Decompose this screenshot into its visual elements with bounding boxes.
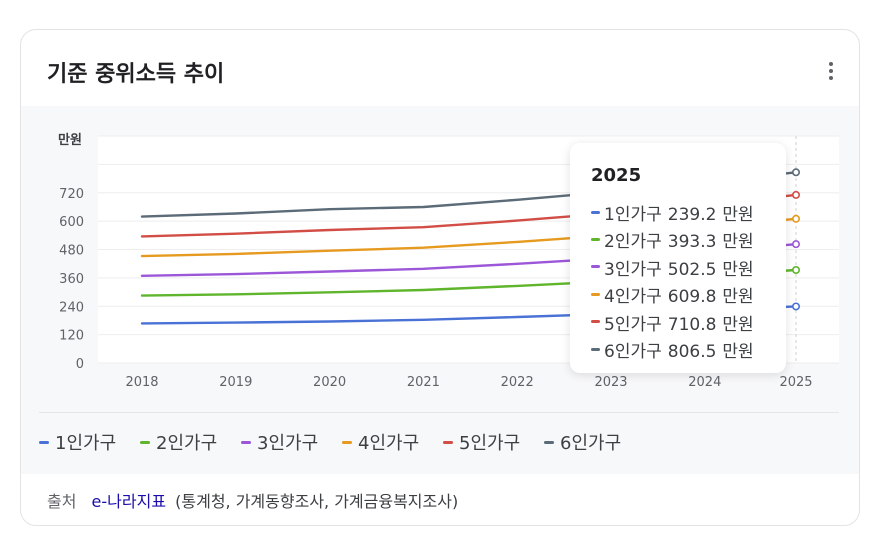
series-point-marker — [791, 168, 800, 177]
legend-swatch — [443, 440, 453, 444]
tooltip-row: 3인가구 502.5 만원 — [591, 255, 754, 280]
tooltip-row-unit: 만원 — [722, 287, 754, 308]
tooltip-row: 2인가구 393.3 만원 — [591, 227, 754, 252]
y-tick-label: 360 — [59, 272, 84, 287]
tooltip-row-value: 502.5 — [667, 259, 717, 280]
chart-legend: 1인가구 2인가구 3인가구 4인가구 5인가구 6인가구 — [39, 412, 839, 473]
y-tick-label: 0 — [76, 357, 84, 372]
x-tick-label: 2024 — [688, 375, 721, 390]
tooltip-row-label: 5인가구 — [604, 314, 662, 335]
y-tick-label: 720 — [59, 187, 84, 202]
tooltip-row: 6인가구 806.5 만원 — [591, 337, 754, 362]
tooltip-row: 4인가구 609.8 만원 — [591, 282, 754, 307]
tooltip-row-unit: 만원 — [722, 259, 754, 280]
tooltip-title: 2025 — [591, 165, 642, 186]
card-title: 기준 중위소득 추이 — [47, 62, 225, 87]
x-tick-label: 2021 — [407, 375, 440, 390]
legend-item[interactable]: 1인가구 — [39, 429, 116, 455]
y-tick-label: 240 — [59, 300, 84, 315]
tooltip-row-value: 239.2 — [667, 205, 717, 225]
tooltip-row-label: 3인가구 — [604, 259, 662, 280]
legend-item[interactable]: 5인가구 — [443, 429, 520, 455]
tooltip-row: 1인가구 239.2 만원 — [591, 200, 754, 225]
y-tick-label: 120 — [59, 329, 84, 344]
tooltip-row: 5인가구 710.8 만원 — [591, 310, 754, 335]
legend-label: 2인가구 — [156, 433, 218, 454]
tooltip-row-value: 609.8 — [667, 287, 717, 308]
source-link[interactable]: e-나라지표 — [91, 492, 167, 511]
tooltip-row-unit: 만원 — [722, 342, 754, 362]
y-axis-label: 만원 — [58, 132, 82, 148]
card-header: 기준 중위소득 추이 — [21, 30, 859, 106]
tooltip-row-value: 806.5 — [667, 342, 717, 362]
legend-swatch — [39, 440, 49, 444]
source-detail: (통계청, 가계동향조사, 가계금융복지조사) — [175, 492, 459, 511]
series-point-marker — [791, 240, 800, 249]
tooltip-row-label: 4인가구 — [604, 287, 662, 308]
legend-item[interactable]: 6인가구 — [544, 429, 621, 455]
income-trend-card: 기준 중위소득 추이 0 120 240 360 480 600 720 만원 2018 2019… — [20, 29, 860, 526]
tooltip-row-unit: 만원 — [722, 205, 754, 225]
series-point-marker — [791, 302, 800, 311]
legend-label: 5인가구 — [459, 433, 521, 454]
legend-label: 1인가구 — [55, 433, 117, 454]
chart-tooltip: 2025 1인가구 239.2 만원 2인가구 393.3 만원 3인가구 502.5 만원 4인… — [570, 143, 786, 373]
x-tick-label: 2018 — [125, 375, 158, 390]
series-swatch — [591, 210, 600, 214]
tooltip-row-label: 6인가구 — [604, 342, 662, 362]
y-tick-label: 480 — [59, 244, 84, 259]
x-tick-label: 2020 — [313, 375, 346, 390]
series-swatch — [591, 292, 600, 296]
legend-item[interactable]: 3인가구 — [241, 429, 318, 455]
series-point-marker — [791, 190, 800, 199]
series-swatch — [591, 320, 600, 324]
x-tick-label: 2019 — [219, 375, 252, 390]
tooltip-row-value: 710.8 — [667, 314, 717, 335]
series-point-marker — [791, 266, 800, 275]
tooltip-row-label: 1인가구 — [604, 205, 662, 225]
x-tick-label: 2022 — [501, 375, 534, 390]
series-swatch — [591, 237, 600, 241]
series-swatch — [591, 265, 600, 269]
source-label: 출처 — [47, 492, 77, 511]
y-tick-label: 600 — [59, 215, 84, 230]
x-tick-label: 2025 — [779, 375, 812, 390]
source-footer: 출처 e-나라지표 (통계청, 가계동향조사, 가계금융복지조사) — [47, 488, 458, 512]
series-swatch — [591, 347, 600, 351]
legend-label: 6인가구 — [560, 433, 622, 454]
series-point-marker — [791, 214, 800, 223]
more-vert-icon[interactable] — [823, 60, 839, 82]
legend-swatch — [140, 440, 150, 444]
legend-label: 4인가구 — [358, 433, 420, 454]
legend-swatch — [342, 440, 352, 444]
x-tick-label: 2023 — [594, 375, 627, 390]
tooltip-row-label: 2인가구 — [604, 232, 662, 253]
legend-item[interactable]: 4인가구 — [342, 429, 419, 455]
legend-swatch — [544, 440, 554, 444]
legend-item[interactable]: 2인가구 — [140, 429, 217, 455]
legend-label: 3인가구 — [257, 433, 319, 454]
tooltip-row-unit: 만원 — [722, 232, 754, 253]
tooltip-row-value: 393.3 — [667, 232, 717, 253]
chart-panel: 0 120 240 360 480 600 720 만원 2018 2019 2020 2021 202… — [21, 106, 859, 474]
tooltip-row-unit: 만원 — [722, 314, 754, 335]
legend-swatch — [241, 440, 251, 444]
